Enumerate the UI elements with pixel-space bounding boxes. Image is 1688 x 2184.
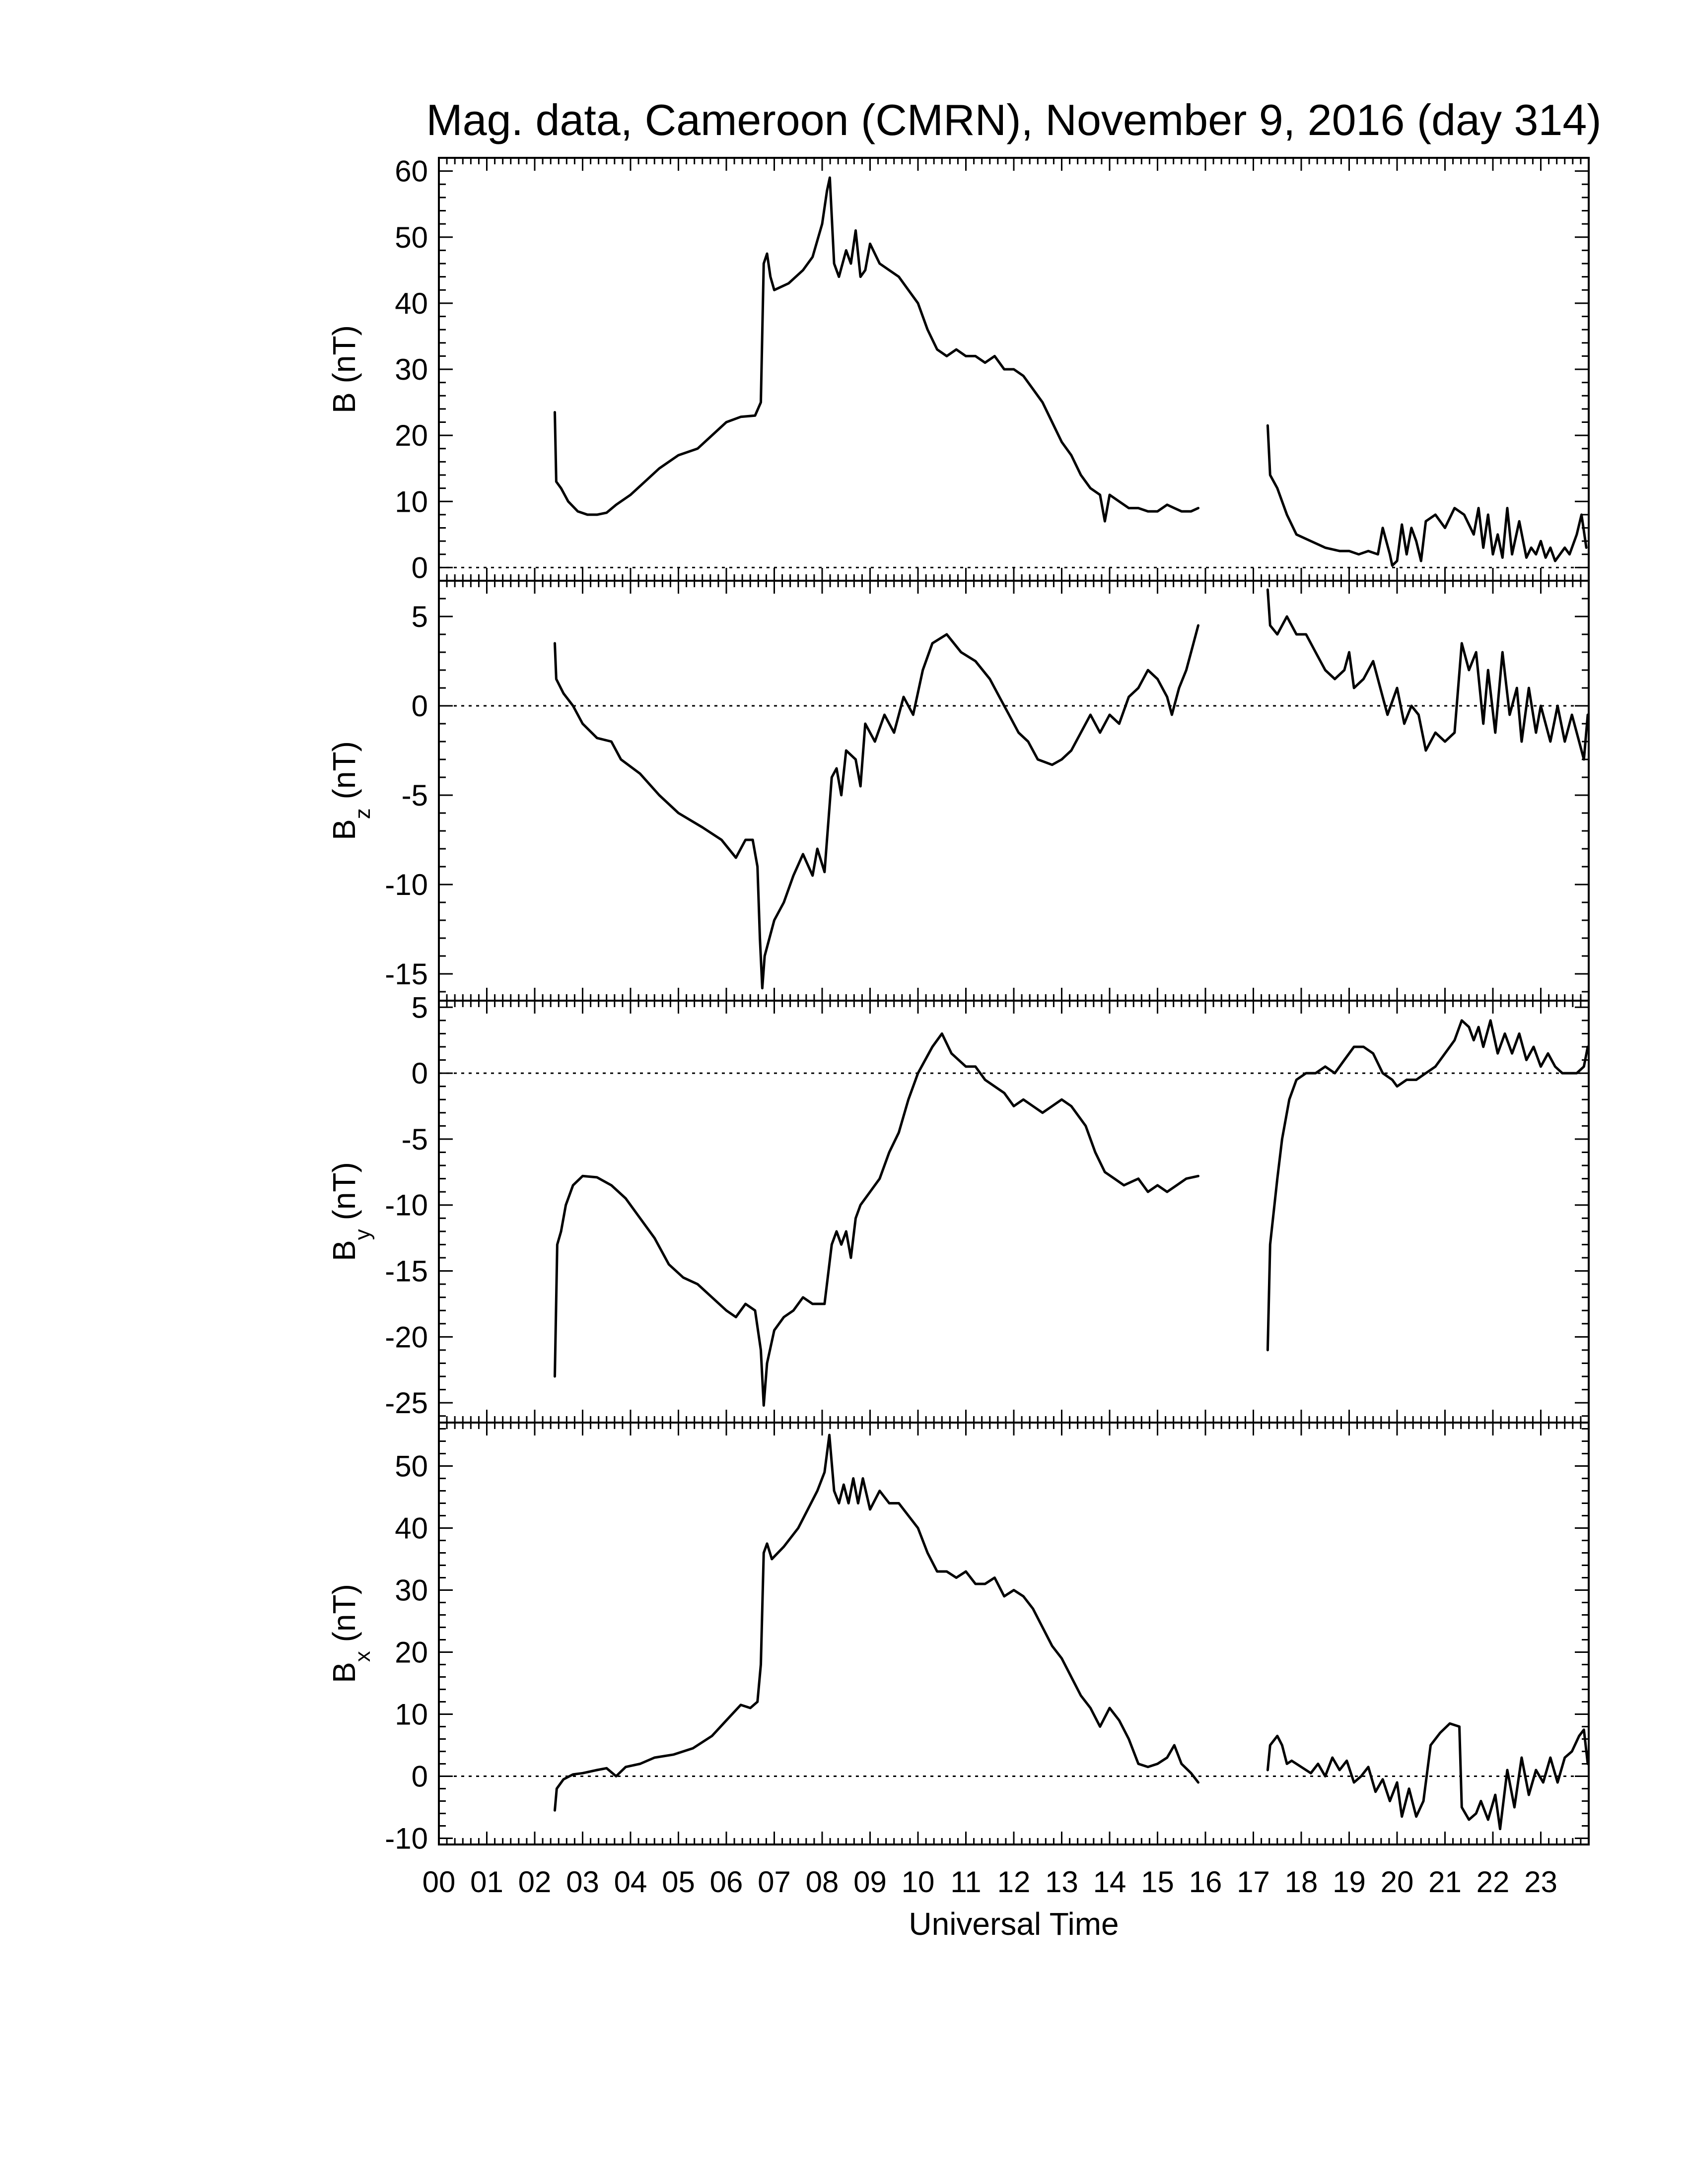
series-By-segment-1 — [554, 1032, 1199, 1407]
x-tick-label: 10 — [902, 1865, 935, 1899]
y-tick-label: 0 — [412, 1057, 428, 1090]
y-tick-label: -25 — [385, 1386, 428, 1420]
y-tick-label: -15 — [385, 957, 428, 991]
x-tick-label: 15 — [1141, 1865, 1174, 1899]
x-tick-labels: 00 01 02 03 04 05 06 07 08 09 10 11 12 13 14 15 16 17 18 19… — [422, 1865, 1557, 1899]
y-tick-label: -10 — [385, 868, 428, 901]
y-tick-label: 30 — [395, 353, 428, 386]
x-tick-label: 14 — [1093, 1865, 1126, 1899]
y-tick-label: -10 — [385, 1189, 428, 1222]
y-axis-label-Bx: Bx (nT) — [326, 1584, 375, 1683]
y-tick-label: 50 — [395, 1450, 428, 1483]
y-tick-label: -5 — [402, 779, 428, 812]
series-B-segment-1 — [554, 176, 1199, 523]
x-tick-label: 16 — [1189, 1865, 1222, 1899]
x-tick-label: 08 — [806, 1865, 839, 1899]
series-Bx-segment-1 — [554, 1433, 1199, 1812]
y-tick-label: 5 — [412, 991, 428, 1024]
x-tick-label: 02 — [518, 1865, 552, 1899]
y-tick-label: -10 — [385, 1822, 428, 1855]
y-tick-label: -20 — [385, 1320, 428, 1354]
x-tick-label: 12 — [997, 1865, 1031, 1899]
series-B-segment-2 — [1266, 424, 1588, 567]
x-tick-label: 23 — [1524, 1865, 1557, 1899]
panel-Bz-frame — [438, 580, 1590, 1002]
y-tick-label: 5 — [412, 600, 428, 633]
y-tick-label: 30 — [395, 1574, 428, 1607]
x-tick-label: 09 — [853, 1865, 887, 1899]
x-tick-label: 20 — [1381, 1865, 1414, 1899]
series-Bx-segment-2 — [1266, 1722, 1589, 1831]
y-tick-label: 10 — [395, 485, 428, 518]
panel-By: -25 -20 -15 -10 -5 0 5 By (nT) — [326, 991, 1590, 1424]
x-tick-label: 06 — [710, 1865, 743, 1899]
y-tick-label: 50 — [395, 221, 428, 254]
series-Bz-segment-1 — [554, 624, 1199, 990]
x-tick-label: 11 — [950, 1865, 981, 1899]
y-tick-label: -15 — [385, 1255, 428, 1288]
panel-B: 0 10 20 30 40 50 60 B (nT) — [326, 155, 1590, 584]
x-axis-label: Universal Time — [909, 1906, 1119, 1942]
y-tick-label: 20 — [395, 419, 428, 452]
x-tick-label: 01 — [470, 1865, 503, 1899]
panel-Bx: -10 0 10 20 30 40 50 Bx (nT) — [326, 1422, 1590, 1855]
y-tick-label: 0 — [412, 1760, 428, 1793]
y-axis-label-Bz: Bz (nT) — [326, 741, 375, 840]
x-tick-label: 22 — [1477, 1865, 1510, 1899]
panel-Bx-frame — [438, 1422, 1590, 1845]
y-axis-label-B: B (nT) — [326, 325, 362, 413]
x-tick-label: 00 — [422, 1865, 456, 1899]
x-tick-label: 04 — [614, 1865, 647, 1899]
y-tick-label: 40 — [395, 287, 428, 320]
y-tick-label: -5 — [402, 1123, 428, 1156]
x-tick-label: 17 — [1237, 1865, 1270, 1899]
y-axis-label-By: By (nT) — [326, 1162, 375, 1261]
x-tick-label: 19 — [1333, 1865, 1366, 1899]
x-tick-label: 21 — [1428, 1865, 1462, 1899]
series-Bz-segment-2 — [1266, 588, 1589, 761]
chart-title: Mag. data, Cameroon (CMRN), November 9, … — [426, 95, 1601, 144]
x-tick-label: 03 — [566, 1865, 599, 1899]
series-By-segment-2 — [1266, 1019, 1589, 1352]
panel-Bz: -15 -10 -5 0 5 Bz (nT) — [326, 580, 1590, 1002]
x-tick-label: 05 — [662, 1865, 695, 1899]
y-tick-label: 60 — [395, 155, 428, 188]
y-tick-label: 0 — [412, 551, 428, 584]
y-tick-label: 0 — [412, 689, 428, 723]
y-tick-label: 40 — [395, 1512, 428, 1545]
x-tick-label: 13 — [1045, 1865, 1078, 1899]
y-tick-label: 10 — [395, 1698, 428, 1731]
x-tick-label: 07 — [758, 1865, 791, 1899]
panel-By-frame — [438, 1000, 1590, 1424]
x-tick-label: 18 — [1285, 1865, 1318, 1899]
y-tick-label: 20 — [395, 1636, 428, 1669]
